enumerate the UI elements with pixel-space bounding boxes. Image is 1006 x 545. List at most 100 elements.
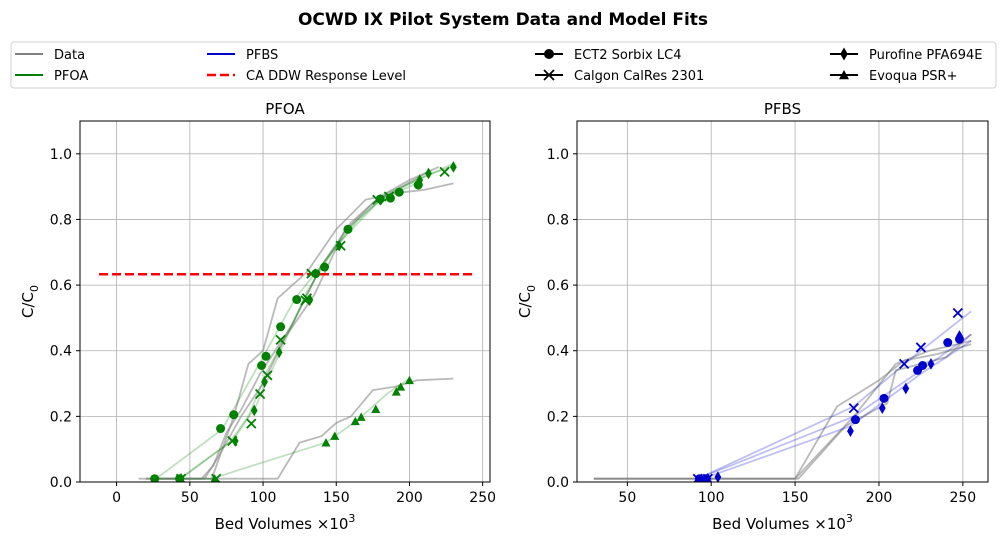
- data-curve: [593, 340, 972, 480]
- x-tick-label: 100: [250, 490, 277, 506]
- data-point-diamond: [714, 471, 722, 482]
- x-axis-label-text: Bed Volumes ×10: [215, 515, 349, 533]
- data-point-x: [383, 191, 395, 202]
- data-point-triangle: [371, 404, 381, 413]
- y-tick-label: 1.0: [50, 147, 72, 163]
- data-point-circle: [918, 360, 928, 370]
- x-axis-label: Bed Volumes ×103: [215, 512, 356, 533]
- data-point-circle: [257, 360, 267, 370]
- data-point-x: [915, 342, 927, 353]
- data-point-circle: [850, 415, 860, 425]
- axes-frame: [79, 120, 491, 483]
- data-point-x: [952, 307, 963, 319]
- data-point-circle: [343, 224, 353, 234]
- legend-marker: [544, 49, 554, 59]
- legend-frame: [10, 41, 997, 89]
- x-tick-label: 50: [618, 490, 636, 506]
- plot-content: [99, 161, 473, 482]
- data-point-x: [275, 334, 286, 346]
- y-tick-label: 0.6: [547, 278, 569, 294]
- legend-marker: [543, 69, 555, 81]
- legend-item: Evoqua PSR+: [830, 69, 957, 84]
- data-point-circle: [943, 338, 953, 348]
- x-tick-label: 100: [698, 490, 725, 506]
- x-tick-label: 250: [949, 490, 976, 506]
- y-tick-label: 0.8: [50, 212, 72, 228]
- data-point-diamond: [231, 435, 239, 447]
- data-point-diamond: [250, 404, 258, 417]
- y-axis-label: C/C0: [19, 285, 41, 318]
- data-point-triangle: [350, 416, 360, 426]
- data-point-diamond: [847, 425, 854, 437]
- subplot-title: PFBS: [764, 100, 801, 118]
- figure-title: OCWD IX Pilot System Data and Model Fits: [298, 10, 708, 30]
- data-point-diamond: [306, 294, 314, 306]
- data-point-diamond: [177, 472, 185, 482]
- data-point-diamond: [956, 330, 963, 342]
- data-point-circle: [261, 351, 271, 361]
- data-point-triangle: [391, 387, 401, 396]
- model-fit-curve: [697, 333, 972, 480]
- data-point-triangle: [210, 474, 219, 482]
- data-point-diamond: [425, 167, 432, 180]
- data-point-x: [254, 388, 266, 400]
- model-fit-curve: [180, 162, 454, 480]
- y-tick-label: 0.2: [50, 409, 72, 425]
- data-point-circle: [394, 187, 404, 197]
- data-point-x: [439, 166, 450, 178]
- data-point-diamond: [261, 376, 268, 388]
- legend: Data PFOA PFBS CA DDW Response Level ECT2 So…: [10, 41, 997, 89]
- x-tick-label: 200: [396, 490, 423, 506]
- data-point-diamond: [275, 346, 283, 359]
- model-fit-curve: [697, 310, 972, 480]
- data-point-diamond: [450, 161, 457, 173]
- data-point-triangle: [150, 474, 159, 482]
- x-tick-label: 150: [323, 490, 350, 506]
- x-tick-label: 0: [112, 490, 121, 506]
- data-point-circle: [276, 322, 286, 332]
- data-point-triangle: [404, 375, 414, 385]
- data-point-triangle: [321, 438, 331, 447]
- y-axis-label-subscript: 0: [28, 285, 41, 292]
- data-point-circle: [879, 393, 889, 403]
- y-axis-label: C/C0: [516, 285, 538, 318]
- x-tick-label: 250: [469, 490, 496, 506]
- data-point-circle: [292, 295, 302, 305]
- data-point-diamond: [704, 472, 712, 482]
- data-point-circle: [216, 424, 226, 434]
- axes-frame: [576, 120, 989, 483]
- model-fit-curve: [179, 166, 451, 480]
- data-point-diamond: [416, 174, 424, 186]
- pfoa-axes: 0 50 100 150 200 250 0.0 0.2 0.4 0.6 0.8 1.0 PFOA Bed…: [19, 100, 496, 533]
- y-tick-label: 1.0: [547, 147, 569, 163]
- legend-label: CA DDW Response Level: [246, 69, 406, 84]
- data-point-x: [306, 268, 317, 279]
- legend-label: Calgon CalRes 2301: [574, 69, 704, 84]
- legend-label: Evoqua PSR+: [869, 69, 957, 84]
- x-tick-label: 150: [782, 490, 809, 506]
- data-point-circle: [229, 410, 239, 420]
- legend-item: Purofine PFA694E: [830, 47, 982, 63]
- x-tick-label: 200: [866, 490, 893, 506]
- data-point-x: [848, 403, 859, 414]
- subplot-title: PFOA: [265, 100, 305, 118]
- y-axis-label-text: C/C: [19, 292, 37, 318]
- legend-item: Data: [15, 48, 85, 63]
- legend-label: PFOA: [54, 69, 88, 84]
- data-point-diamond: [927, 358, 935, 370]
- legend-label: Purofine PFA694E: [869, 48, 982, 63]
- legend-item: ECT2 Sorbix LC4: [535, 48, 681, 63]
- x-tick-label: 50: [181, 490, 199, 506]
- y-tick-label: 0.8: [547, 212, 569, 228]
- data-point-triangle: [330, 431, 340, 440]
- legend-label: Data: [54, 48, 85, 63]
- y-tick-label: 0.4: [50, 344, 72, 360]
- data-point-diamond: [878, 402, 886, 415]
- pfbs-axes: 50 100 150 200 250 0.0 0.2 0.4 0.6 0.8 1.0 PFBS Bed …: [516, 100, 989, 533]
- y-tick-label: 0.0: [50, 475, 72, 491]
- y-axis-label-subscript: 0: [525, 285, 538, 292]
- legend-item: Calgon CalRes 2301: [535, 69, 704, 84]
- data-point-x: [898, 358, 910, 369]
- y-tick-label: 0.6: [50, 278, 72, 294]
